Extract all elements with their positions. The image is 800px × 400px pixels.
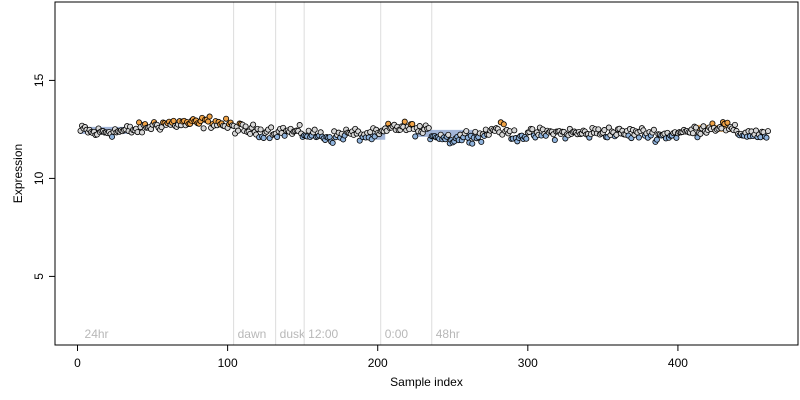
y-axis-title: Expression xyxy=(11,144,25,203)
data-point xyxy=(311,126,318,133)
y-tick-label: 5 xyxy=(32,273,46,280)
plot-frame xyxy=(54,1,799,346)
data-point xyxy=(268,124,275,131)
data-point xyxy=(551,137,558,144)
data-point xyxy=(731,121,738,128)
data-point xyxy=(601,127,608,134)
x-tick-label: 300 xyxy=(518,356,538,370)
data-point xyxy=(242,123,249,130)
data-point xyxy=(478,138,485,145)
data-point xyxy=(635,134,642,141)
data-point xyxy=(700,123,707,130)
data-point xyxy=(463,128,470,135)
data-point xyxy=(281,132,288,139)
annotation-label: 0:00 xyxy=(385,327,409,341)
data-point xyxy=(529,126,536,133)
x-axis-title: Sample index xyxy=(390,375,463,389)
annotation-label: dawn xyxy=(238,327,267,341)
data-point xyxy=(425,125,432,132)
data-point xyxy=(523,135,530,142)
data-point xyxy=(206,113,213,120)
x-tick-label: 200 xyxy=(368,356,388,370)
data-point xyxy=(692,124,699,131)
data-point xyxy=(595,126,602,133)
data-point xyxy=(223,115,230,122)
data-point xyxy=(445,131,452,138)
data-point xyxy=(752,127,759,134)
data-point xyxy=(274,133,281,140)
data-point xyxy=(260,134,267,141)
data-point xyxy=(329,139,336,146)
data-point xyxy=(605,124,612,131)
data-point xyxy=(401,118,408,125)
data-point xyxy=(296,122,303,129)
data-point xyxy=(500,121,507,128)
x-tick-label: 0 xyxy=(74,356,81,370)
annotation-label: dusk xyxy=(280,327,306,341)
annotation-layer: 24hr dawn dusk 12:00 0:00 48hr xyxy=(85,2,460,345)
data-point xyxy=(250,121,257,128)
data-point xyxy=(139,129,146,136)
data-point xyxy=(200,125,207,132)
data-point xyxy=(653,136,660,143)
x-tick-label: 100 xyxy=(218,356,238,370)
data-point xyxy=(763,134,770,141)
x-tick-label: 400 xyxy=(668,356,688,370)
data-point xyxy=(412,133,419,140)
annotation-label: 24hr xyxy=(85,327,109,341)
y-tick-label: 10 xyxy=(32,171,46,185)
data-point xyxy=(367,129,374,136)
data-point xyxy=(235,127,242,134)
y-axis: 5 10 15 xyxy=(32,73,56,280)
point-layer xyxy=(77,113,771,147)
data-point xyxy=(257,126,264,133)
x-axis: 0 100 200 300 400 xyxy=(74,344,688,370)
annotation-label: 12:00 xyxy=(308,327,338,341)
annotation-label: 48hr xyxy=(436,327,460,341)
data-point xyxy=(511,127,518,134)
data-point xyxy=(697,130,704,137)
data-point xyxy=(764,128,771,135)
data-point xyxy=(416,123,423,130)
data-point xyxy=(724,119,731,126)
data-point xyxy=(650,126,657,133)
data-point xyxy=(170,117,177,124)
data-point xyxy=(109,133,116,140)
data-point xyxy=(469,140,476,147)
y-tick-label: 15 xyxy=(32,73,46,87)
data-point xyxy=(409,121,416,128)
data-point xyxy=(689,130,696,137)
